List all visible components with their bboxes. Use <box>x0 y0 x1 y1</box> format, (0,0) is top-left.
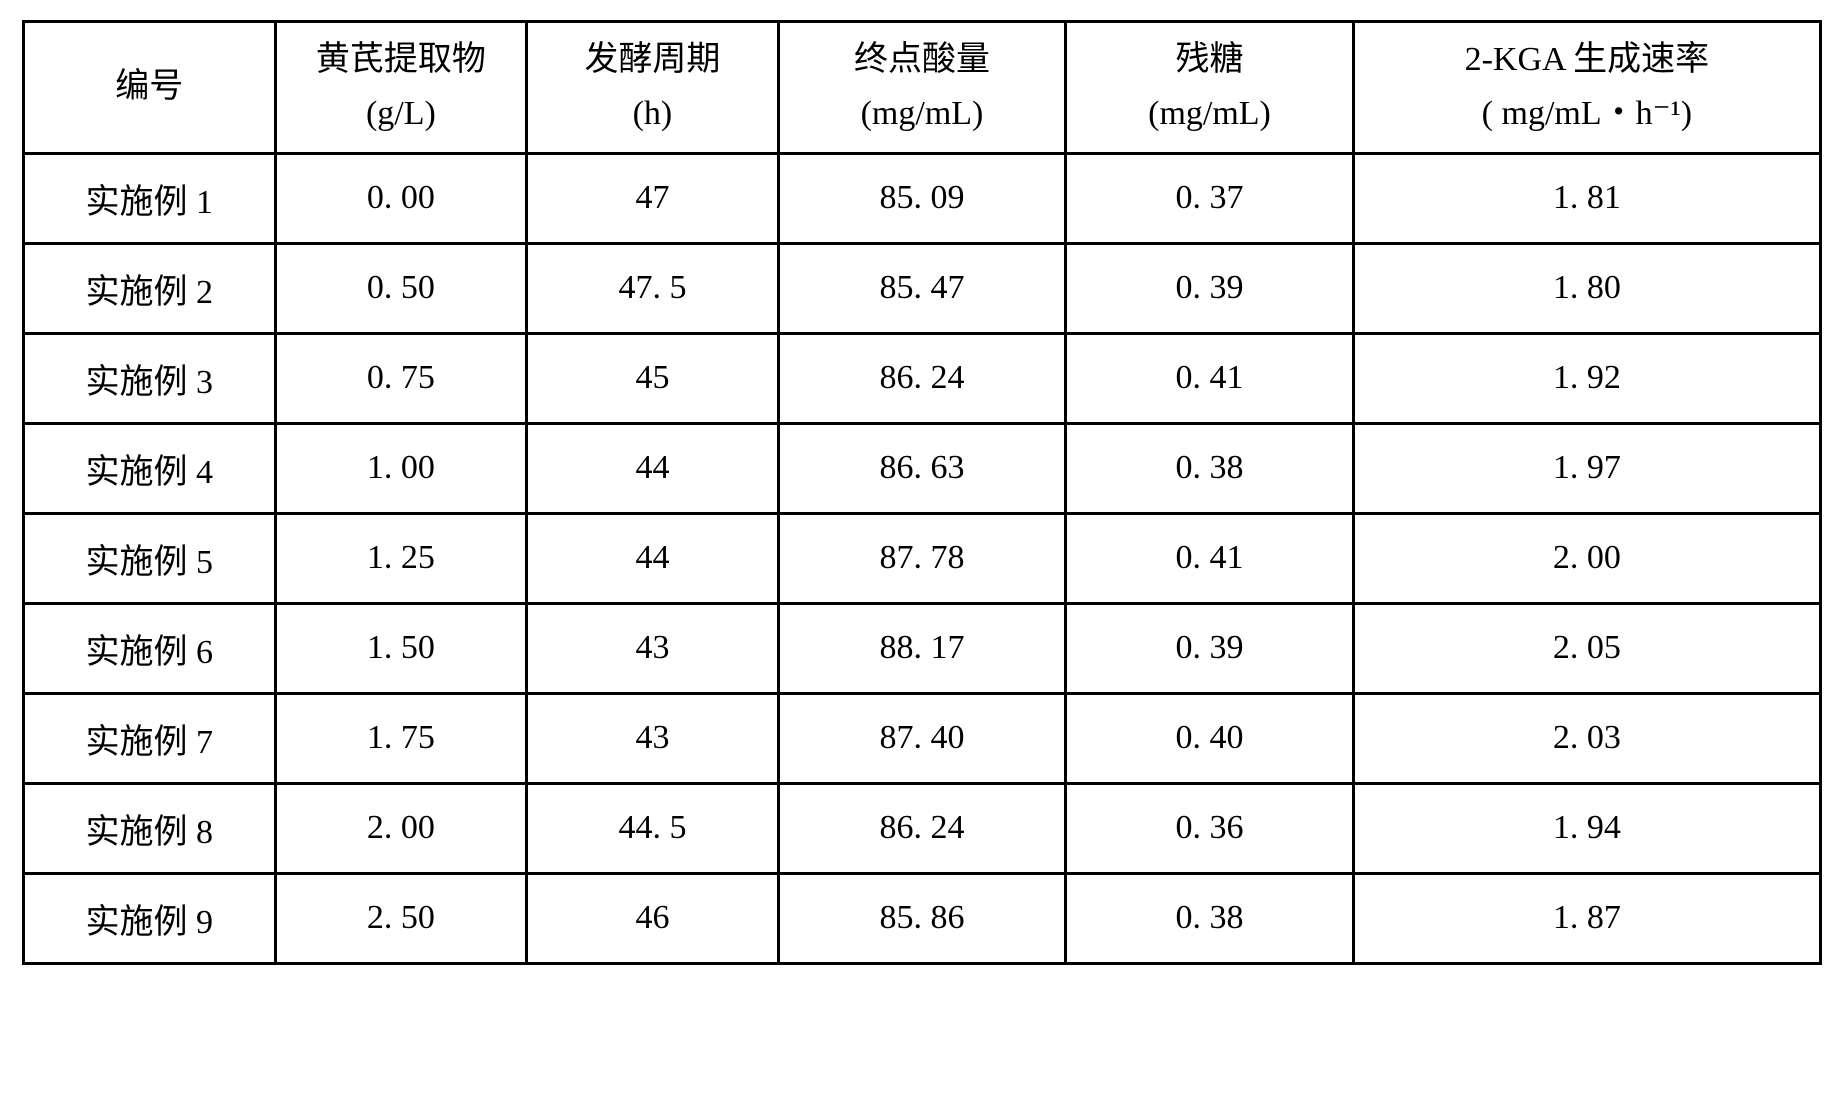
cell-acid: 85. 09 <box>778 153 1066 243</box>
cell-extract: 2. 00 <box>275 783 527 873</box>
table-row: 实施例 8 2. 00 44. 5 86. 24 0. 36 1. 94 <box>24 783 1821 873</box>
table-row: 实施例 5 1. 25 44 87. 78 0. 41 2. 00 <box>24 513 1821 603</box>
cell-id: 实施例 8 <box>24 783 276 873</box>
header-cell-acid: 终点酸量 (mg/mL) <box>778 22 1066 154</box>
header-sub-acid: (mg/mL) <box>784 87 1061 141</box>
cell-rate: 2. 00 <box>1353 513 1820 603</box>
data-table-container: 编号 黄芪提取物 (g/L) 发酵周期 (h) 终点酸量 (mg/mL) 残糖 <box>22 20 1822 965</box>
table-body: 实施例 1 0. 00 47 85. 09 0. 37 1. 81 实施例 2 … <box>24 153 1821 963</box>
cell-rate: 1. 80 <box>1353 243 1820 333</box>
cell-id: 实施例 9 <box>24 873 276 963</box>
cell-acid: 86. 63 <box>778 423 1066 513</box>
cell-sugar: 0. 39 <box>1066 243 1354 333</box>
header-main-period: 发酵周期 <box>532 33 773 87</box>
header-cell-sugar: 残糖 (mg/mL) <box>1066 22 1354 154</box>
cell-acid: 86. 24 <box>778 783 1066 873</box>
table-header: 编号 黄芪提取物 (g/L) 发酵周期 (h) 终点酸量 (mg/mL) 残糖 <box>24 22 1821 154</box>
cell-period: 43 <box>527 693 779 783</box>
table-row: 实施例 3 0. 75 45 86. 24 0. 41 1. 92 <box>24 333 1821 423</box>
cell-sugar: 0. 37 <box>1066 153 1354 243</box>
table-row: 实施例 6 1. 50 43 88. 17 0. 39 2. 05 <box>24 603 1821 693</box>
cell-extract: 2. 50 <box>275 873 527 963</box>
cell-sugar: 0. 39 <box>1066 603 1354 693</box>
header-cell-period: 发酵周期 (h) <box>527 22 779 154</box>
cell-id: 实施例 7 <box>24 693 276 783</box>
cell-period: 47 <box>527 153 779 243</box>
cell-period: 45 <box>527 333 779 423</box>
cell-id: 实施例 1 <box>24 153 276 243</box>
cell-period: 46 <box>527 873 779 963</box>
header-sub-rate: ( mg/mL・h⁻¹) <box>1359 87 1815 141</box>
table-row: 实施例 2 0. 50 47. 5 85. 47 0. 39 1. 80 <box>24 243 1821 333</box>
cell-extract: 0. 50 <box>275 243 527 333</box>
cell-id: 实施例 4 <box>24 423 276 513</box>
cell-period: 44 <box>527 423 779 513</box>
cell-acid: 88. 17 <box>778 603 1066 693</box>
cell-acid: 87. 40 <box>778 693 1066 783</box>
header-main-rate: 2-KGA 生成速率 <box>1359 33 1815 87</box>
header-sub-extract: (g/L) <box>281 87 522 141</box>
cell-extract: 1. 50 <box>275 603 527 693</box>
header-sub-sugar: (mg/mL) <box>1071 87 1348 141</box>
table-row: 实施例 4 1. 00 44 86. 63 0. 38 1. 97 <box>24 423 1821 513</box>
cell-extract: 1. 25 <box>275 513 527 603</box>
header-sub-period: (h) <box>532 87 773 141</box>
table-row: 实施例 1 0. 00 47 85. 09 0. 37 1. 81 <box>24 153 1821 243</box>
cell-sugar: 0. 38 <box>1066 873 1354 963</box>
cell-acid: 85. 47 <box>778 243 1066 333</box>
cell-sugar: 0. 36 <box>1066 783 1354 873</box>
cell-extract: 0. 00 <box>275 153 527 243</box>
header-cell-rate: 2-KGA 生成速率 ( mg/mL・h⁻¹) <box>1353 22 1820 154</box>
cell-period: 47. 5 <box>527 243 779 333</box>
cell-rate: 1. 97 <box>1353 423 1820 513</box>
header-main-id: 编号 <box>29 60 270 114</box>
table-row: 实施例 7 1. 75 43 87. 40 0. 40 2. 03 <box>24 693 1821 783</box>
cell-sugar: 0. 41 <box>1066 333 1354 423</box>
header-cell-id: 编号 <box>24 22 276 154</box>
cell-sugar: 0. 41 <box>1066 513 1354 603</box>
cell-id: 实施例 3 <box>24 333 276 423</box>
cell-rate: 1. 92 <box>1353 333 1820 423</box>
cell-rate: 2. 05 <box>1353 603 1820 693</box>
header-row: 编号 黄芪提取物 (g/L) 发酵周期 (h) 终点酸量 (mg/mL) 残糖 <box>24 22 1821 154</box>
header-main-extract: 黄芪提取物 <box>281 33 522 87</box>
cell-sugar: 0. 38 <box>1066 423 1354 513</box>
cell-rate: 1. 87 <box>1353 873 1820 963</box>
cell-period: 44. 5 <box>527 783 779 873</box>
cell-id: 实施例 6 <box>24 603 276 693</box>
data-table: 编号 黄芪提取物 (g/L) 发酵周期 (h) 终点酸量 (mg/mL) 残糖 <box>22 20 1822 965</box>
cell-id: 实施例 2 <box>24 243 276 333</box>
cell-acid: 87. 78 <box>778 513 1066 603</box>
cell-acid: 85. 86 <box>778 873 1066 963</box>
cell-rate: 2. 03 <box>1353 693 1820 783</box>
cell-rate: 1. 81 <box>1353 153 1820 243</box>
cell-period: 43 <box>527 603 779 693</box>
cell-extract: 1. 00 <box>275 423 527 513</box>
table-row: 实施例 9 2. 50 46 85. 86 0. 38 1. 87 <box>24 873 1821 963</box>
header-main-acid: 终点酸量 <box>784 33 1061 87</box>
cell-extract: 1. 75 <box>275 693 527 783</box>
header-cell-extract: 黄芪提取物 (g/L) <box>275 22 527 154</box>
cell-period: 44 <box>527 513 779 603</box>
header-main-sugar: 残糖 <box>1071 33 1348 87</box>
cell-sugar: 0. 40 <box>1066 693 1354 783</box>
cell-acid: 86. 24 <box>778 333 1066 423</box>
cell-extract: 0. 75 <box>275 333 527 423</box>
cell-rate: 1. 94 <box>1353 783 1820 873</box>
cell-id: 实施例 5 <box>24 513 276 603</box>
